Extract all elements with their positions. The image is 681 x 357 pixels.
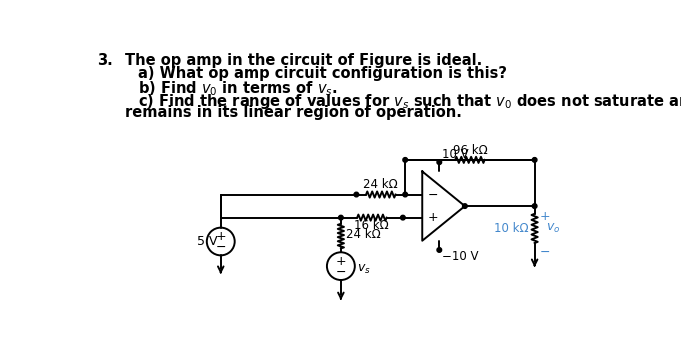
- Text: $-$: $-$: [427, 188, 438, 201]
- Text: $v_s$: $v_s$: [357, 263, 371, 276]
- Circle shape: [403, 192, 407, 197]
- Text: −: −: [539, 246, 550, 259]
- Text: The op amp in the circuit of Figure is ideal.: The op amp in the circuit of Figure is i…: [125, 53, 483, 68]
- Text: $v_o$: $v_o$: [546, 222, 560, 235]
- Text: −10 V: −10 V: [443, 250, 479, 263]
- Circle shape: [533, 204, 537, 208]
- Text: 10 V: 10 V: [443, 149, 469, 161]
- Text: 96 kΩ: 96 kΩ: [453, 144, 488, 157]
- Circle shape: [533, 157, 537, 162]
- Text: 5 V: 5 V: [197, 235, 218, 248]
- Circle shape: [354, 192, 359, 197]
- Text: a) What op amp circuit configuration is this?: a) What op amp circuit configuration is …: [138, 66, 507, 81]
- Text: $-$: $-$: [215, 240, 226, 253]
- Text: +: +: [336, 255, 346, 268]
- Text: +: +: [215, 230, 226, 243]
- Text: b) Find $v_0$ in terms of $v_s$.: b) Find $v_0$ in terms of $v_s$.: [138, 79, 338, 98]
- Text: +: +: [539, 210, 550, 223]
- Text: $-$: $-$: [335, 265, 347, 278]
- Text: 10 kΩ: 10 kΩ: [494, 222, 528, 235]
- Circle shape: [400, 215, 405, 220]
- Circle shape: [338, 215, 343, 220]
- Circle shape: [462, 204, 467, 208]
- Circle shape: [403, 157, 407, 162]
- Text: $+$: $+$: [427, 211, 438, 224]
- Text: 24 kΩ: 24 kΩ: [347, 228, 381, 241]
- Text: c) Find the range of values for $v_s$ such that $v_0$ does not saturate and the : c) Find the range of values for $v_s$ su…: [138, 92, 681, 111]
- Text: 16 kΩ: 16 kΩ: [355, 219, 390, 232]
- Circle shape: [437, 248, 441, 252]
- Text: 3.: 3.: [97, 53, 112, 68]
- Circle shape: [437, 160, 441, 165]
- Text: 24 kΩ: 24 kΩ: [364, 178, 398, 191]
- Text: remains in its linear region of operation.: remains in its linear region of operatio…: [125, 105, 462, 120]
